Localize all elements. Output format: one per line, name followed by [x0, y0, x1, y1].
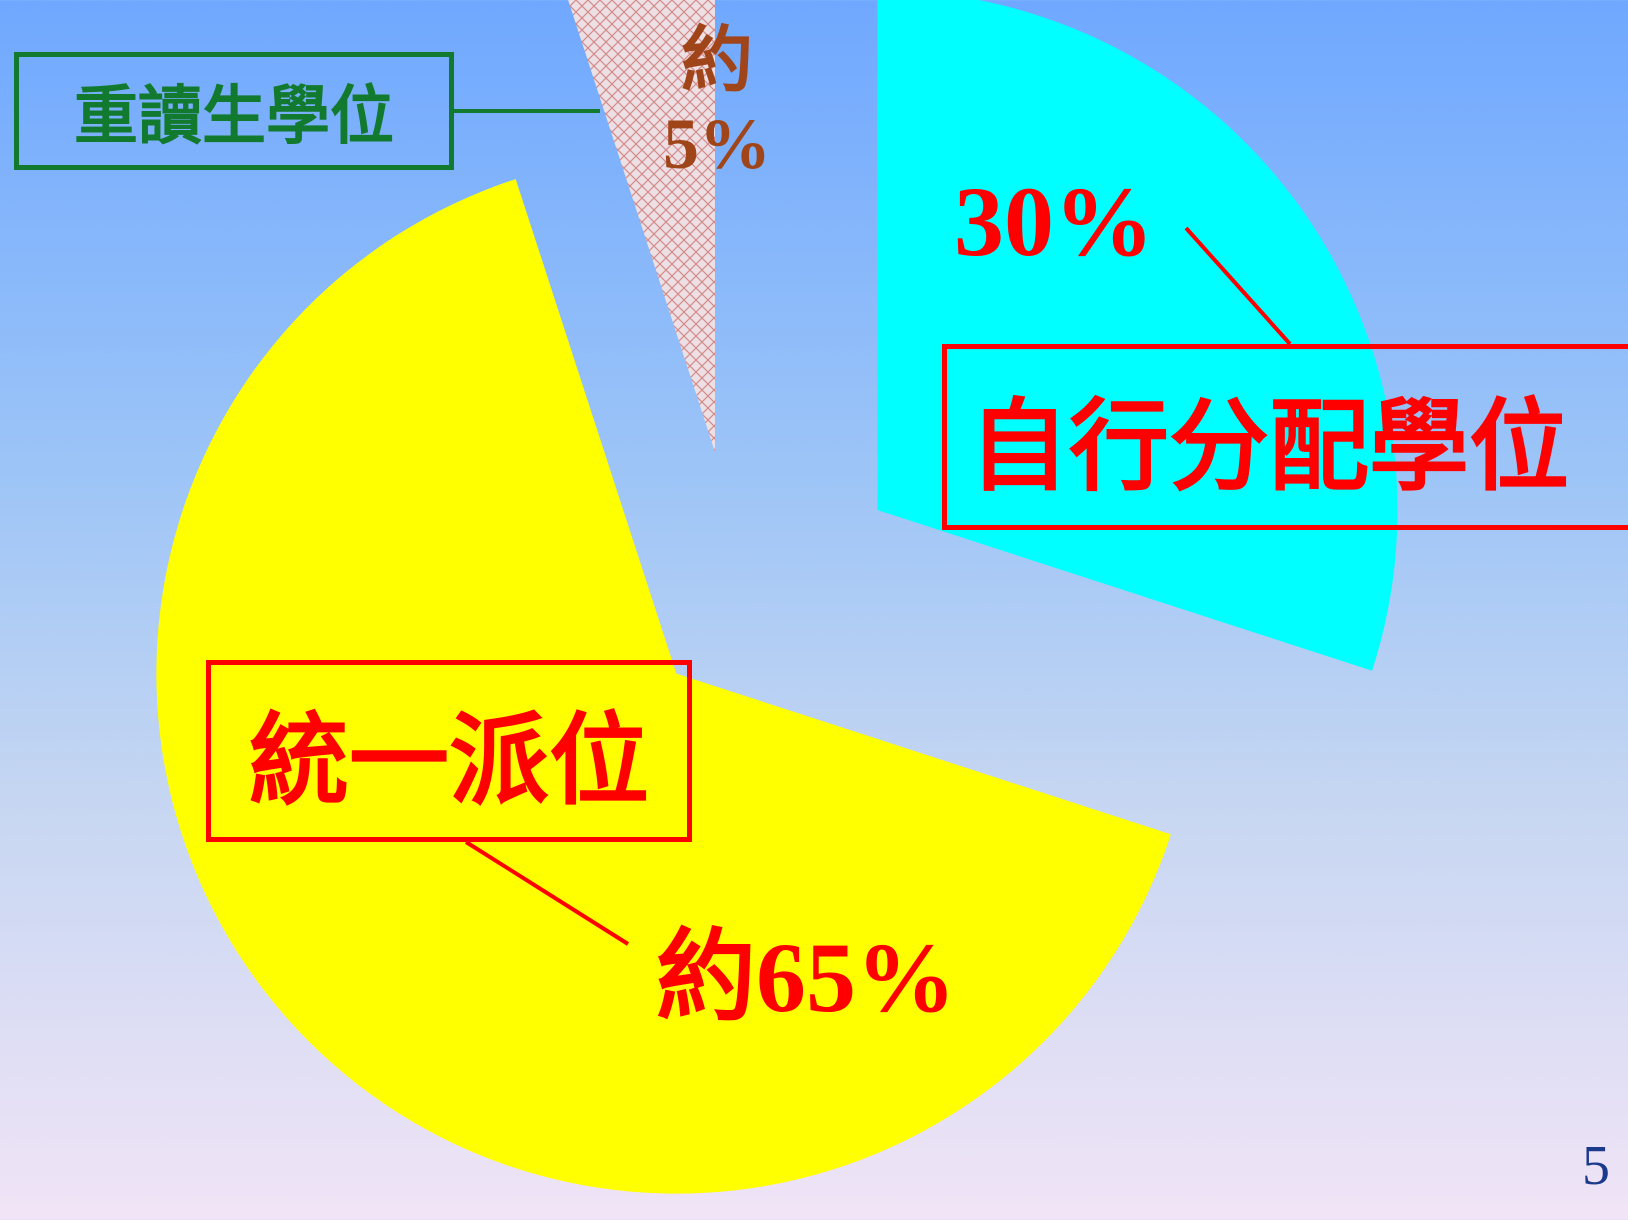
pie-slice-repeaters: [568, 0, 715, 452]
pie-slice-self-allocated: [877, 0, 1398, 671]
value-label-unified: 約65%: [656, 922, 956, 1033]
value-label-repeaters: 約5%: [663, 21, 771, 184]
leader-line-unified: [464, 840, 630, 946]
label-repeaters: 重讀生學位: [74, 80, 394, 154]
label-box-self-allocated: 自行分配學位: [942, 344, 1628, 530]
leader-line-self: [1184, 226, 1292, 346]
label-box-repeaters: 重讀生學位: [14, 52, 454, 170]
page-number: 5: [1582, 1135, 1610, 1197]
value-label-self-allocated: 30%: [954, 166, 1154, 277]
label-unified: 統一派位: [249, 701, 649, 819]
label-self-allocated: 自行分配學位: [969, 387, 1569, 505]
label-box-unified: 統一派位: [206, 660, 692, 842]
pie-slice-unified: [156, 179, 1171, 1194]
